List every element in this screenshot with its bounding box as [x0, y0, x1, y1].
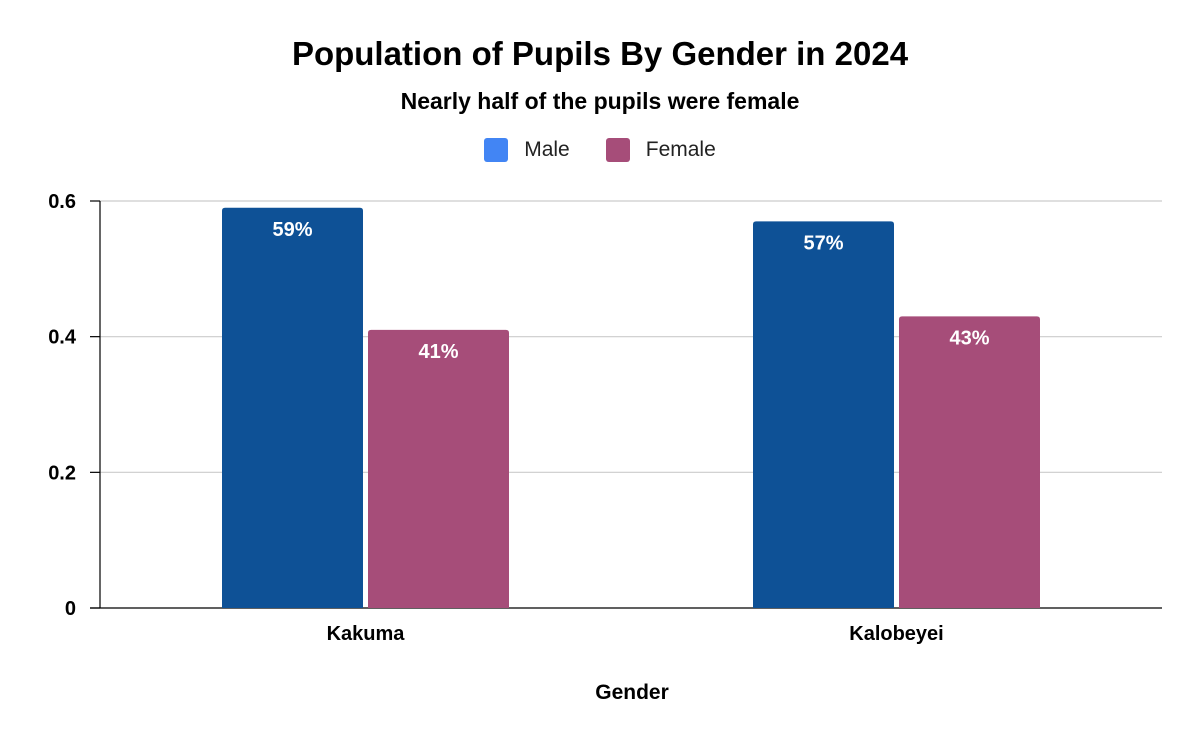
legend: Male Female	[0, 138, 1200, 162]
bar-male-kakuma	[222, 207, 363, 609]
x-category-label-kalobeyei: Kalobeyei	[849, 623, 943, 645]
bar-female-kalobeyei	[899, 316, 1040, 608]
legend-swatch-male	[484, 138, 509, 162]
y-tick-label-3: 0.6	[48, 191, 76, 213]
legend-item-male[interactable]: Male	[484, 138, 570, 162]
x-axis-title: Gender	[595, 681, 669, 704]
x-category-label-kakuma: Kakuma	[327, 623, 406, 645]
legend-label-female: Female	[645, 138, 716, 161]
y-tick-label-1: 0.2	[48, 462, 76, 484]
bar-label-female-kakuma: 41%	[418, 341, 458, 363]
chart-subtitle: Nearly half of the pupils were female	[400, 88, 800, 114]
y-tick-label-0: 0	[65, 598, 76, 620]
bar-label-male-kakuma: 59%	[272, 219, 312, 241]
legend-label-male: Male	[524, 138, 570, 161]
legend-item-female[interactable]: Female	[605, 138, 716, 162]
chart-title: Population of Pupils By Gender in 2024	[291, 35, 909, 72]
bar-male-kalobeyei	[753, 221, 894, 608]
y-tick-label-2: 0.4	[48, 327, 77, 349]
bar-label-female-kalobeyei: 43%	[949, 327, 989, 349]
bar-female-kakuma	[368, 329, 509, 608]
legend-swatch-female	[605, 138, 630, 162]
bar-label-male-kalobeyei: 57%	[803, 232, 843, 254]
